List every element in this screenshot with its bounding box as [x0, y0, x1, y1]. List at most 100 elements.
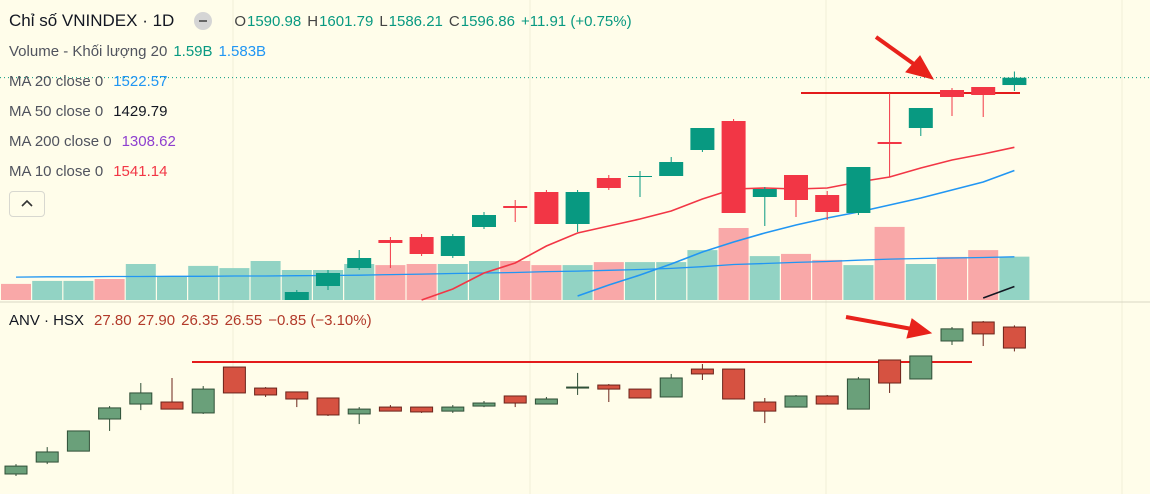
arrow	[874, 35, 920, 69]
candle-body	[784, 175, 808, 200]
candle-body	[659, 162, 684, 176]
symbol-title: ANV · HSX	[9, 312, 85, 329]
candle-body	[472, 402, 496, 407]
candle-body	[66, 430, 90, 452]
volume-bar	[905, 264, 936, 300]
candle-body	[129, 392, 153, 405]
candle-body	[815, 395, 839, 405]
volume-bar	[531, 265, 562, 300]
volume-bar	[188, 265, 219, 300]
candle-body	[1002, 326, 1026, 349]
candle-body	[284, 292, 309, 300]
volume-bar	[500, 261, 531, 300]
volume-ma-readout: 1.583B	[218, 43, 267, 60]
volume-bar	[406, 264, 437, 300]
candle-body	[410, 406, 434, 413]
candle-body	[752, 189, 777, 197]
ohlc-prefix: H	[307, 12, 319, 30]
legend-row: ANV · HSX 27.80 27.90 26.35 26.55 −0.85 (−3.…	[9, 312, 372, 329]
candle-body	[909, 355, 933, 380]
candle-body	[565, 192, 590, 224]
ohlc-value: 1586.21	[388, 12, 443, 30]
collapse-button[interactable]	[9, 191, 45, 217]
candle-body	[628, 388, 652, 399]
volume-bar	[32, 280, 63, 300]
candle-body	[566, 386, 590, 389]
candle-body	[222, 366, 246, 394]
candle-body	[191, 388, 215, 414]
candle-body	[534, 192, 559, 224]
indicator-name: MA 20 close 0	[9, 73, 104, 90]
candle-body	[628, 176, 652, 177]
volume-bar	[469, 261, 499, 300]
volume-bar	[874, 226, 905, 300]
volume-bar	[375, 265, 406, 300]
volume-bar	[157, 276, 187, 300]
candle-body	[846, 378, 870, 410]
collapse-icon	[21, 199, 33, 207]
ohlc-value: 27.80	[94, 312, 132, 329]
candle-body	[596, 178, 621, 188]
candle-body	[347, 408, 371, 415]
ohlc-prefix: C	[448, 12, 460, 30]
candle-body	[721, 121, 746, 213]
arrows	[845, 35, 935, 339]
volume-bar	[812, 259, 843, 300]
candle-body	[534, 398, 558, 405]
indicator-row: MA 200 close 0 1308.62	[9, 133, 176, 150]
indicator-name: MA 50 close 0	[9, 103, 104, 120]
indicator-name: MA 200 close 0	[9, 133, 112, 150]
volume-ma-line	[15, 256, 1015, 278]
ohlc-value: 1601.79	[319, 12, 374, 30]
volume-bar	[625, 262, 655, 300]
ohlc-value: 26.35	[181, 312, 219, 329]
candle-body	[846, 167, 871, 213]
candle-body	[285, 391, 309, 400]
candle-body	[316, 397, 340, 416]
ohlc-value: 27.90	[137, 312, 176, 329]
candle-body	[160, 401, 184, 410]
volume-bar	[63, 280, 94, 300]
volume-bar	[937, 256, 967, 300]
volume-bar	[437, 264, 468, 300]
candle-body	[316, 273, 340, 286]
arrowhead	[905, 55, 935, 80]
indicator-value: 1541.14	[113, 163, 168, 180]
volume-bar	[781, 253, 811, 300]
candle-body	[98, 407, 122, 420]
candle-body	[753, 401, 777, 412]
volume-bar	[219, 268, 250, 300]
volume-bar	[94, 279, 125, 300]
indicator-value: 1308.62	[121, 133, 176, 150]
visibility-icon[interactable]	[194, 12, 213, 30]
volume-readout: 1.59B	[173, 43, 213, 60]
ohlc-value: 26.55	[224, 312, 263, 329]
candle-body	[440, 236, 465, 256]
chevron	[21, 199, 33, 207]
arrow	[845, 315, 913, 331]
candle-body	[503, 206, 528, 208]
candle-body	[254, 387, 278, 396]
indicator-row: MA 50 close 0 1429.79	[9, 103, 167, 120]
candle-body	[815, 195, 840, 212]
indicator-value: 1522.57	[113, 73, 168, 90]
indicator-row: MA 20 close 0 1522.57	[9, 73, 167, 90]
candle-body	[690, 368, 714, 375]
ohlc-prefix: L	[379, 12, 388, 30]
candle-body	[378, 406, 402, 412]
candle-body	[597, 384, 621, 390]
ma-line	[982, 285, 1015, 299]
indicator-value: 1429.79	[113, 103, 168, 120]
candle-body	[503, 395, 527, 404]
volume-bar	[968, 250, 999, 300]
candle-body	[877, 142, 902, 144]
grid	[232, 0, 1123, 494]
candle-body	[472, 215, 496, 227]
volume-bar	[1, 283, 31, 300]
plot-layer	[0, 71, 1150, 477]
candle-body	[441, 406, 465, 412]
candle-body	[690, 128, 715, 150]
ohlc-value: 1590.98	[247, 12, 302, 30]
candle-body	[971, 321, 995, 335]
